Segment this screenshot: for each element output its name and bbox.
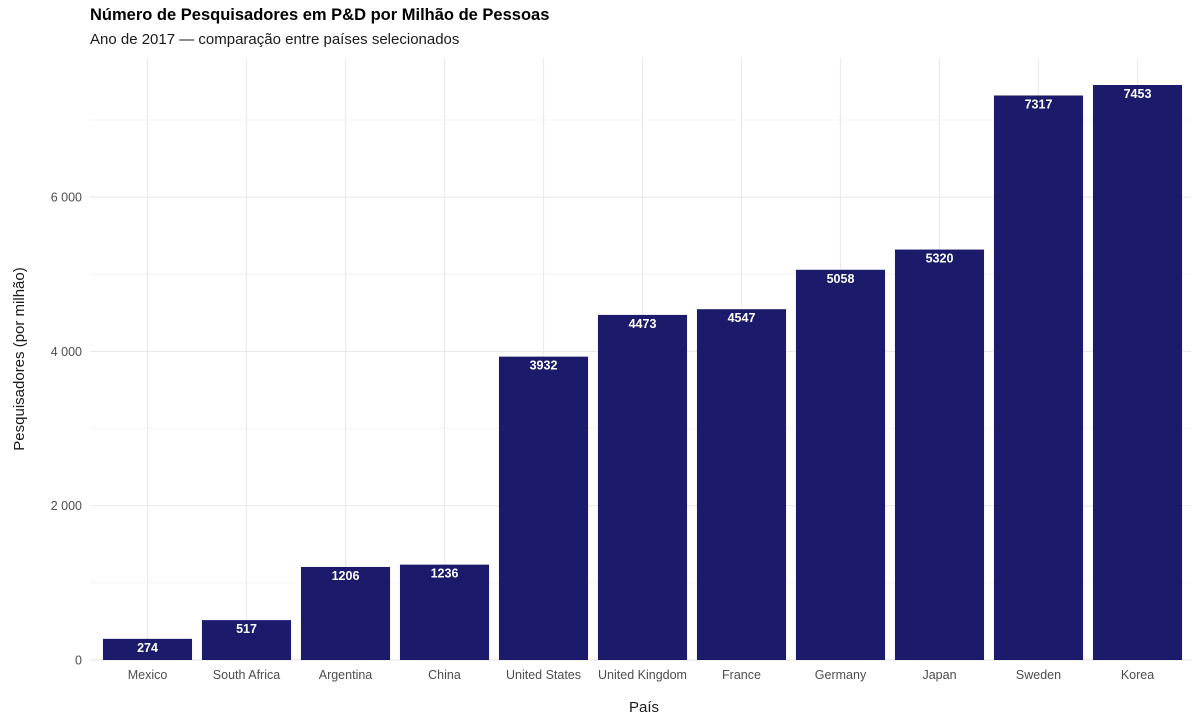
bar-germany [795, 269, 886, 660]
y-tick-label: 6 000 [51, 191, 82, 205]
bar-layer [102, 85, 1183, 660]
data-label-china: 1236 [431, 567, 459, 581]
data-label-united-states: 3932 [530, 359, 558, 373]
x-tick-label-mexico: Mexico [128, 668, 168, 682]
chart-subtitle: Ano de 2017 — comparação entre países se… [90, 31, 460, 48]
y-tick-label: 2 000 [51, 499, 82, 513]
data-label-japan: 5320 [926, 252, 954, 266]
bar-france [696, 309, 787, 660]
x-tick-label-sweden: Sweden [1016, 668, 1061, 682]
x-tick-label-china: China [428, 668, 461, 682]
data-label-france: 4547 [728, 311, 756, 325]
y-tick-label: 0 [75, 654, 82, 668]
data-label-south-africa: 517 [236, 622, 257, 636]
x-tick-label-argentina: Argentina [319, 668, 373, 682]
x-tick-label-united-states: United States [506, 668, 581, 682]
x-tick-label-japan: Japan [922, 668, 956, 682]
x-tick-label-france: France [722, 668, 761, 682]
data-label-germany: 5058 [827, 272, 855, 286]
data-label-korea: 7453 [1124, 87, 1152, 101]
bar-china [399, 564, 490, 660]
x-tick-label-south-africa: South Africa [213, 668, 280, 682]
bar-korea [1092, 85, 1183, 660]
x-axis-title: País [629, 699, 659, 715]
data-label-layer: 274 517 1206 1236 3932 4473 4547 5058 5320 7317 74… [137, 87, 1151, 655]
data-label-sweden: 7317 [1025, 97, 1053, 111]
bar-united-states [498, 356, 589, 660]
bar-south-africa [201, 620, 292, 660]
bar-japan [894, 249, 985, 660]
data-label-united-kingdom: 4473 [629, 317, 657, 331]
chart-title: Número de Pesquisadores em P&D por Milhã… [90, 6, 550, 24]
bar-united-kingdom [597, 314, 688, 660]
axis-layer: 0 2 000 4 000 6 000 Mexico South Africa Argent… [51, 191, 1155, 682]
data-label-argentina: 1206 [332, 569, 360, 583]
x-tick-label-germany: Germany [815, 668, 867, 682]
x-tick-label-united-kingdom: United Kingdom [598, 668, 687, 682]
bar-mexico [102, 638, 193, 660]
bar-sweden [993, 95, 1084, 660]
x-tick-label-korea: Korea [1121, 668, 1154, 682]
data-label-mexico: 274 [137, 641, 158, 655]
y-tick-label: 4 000 [51, 345, 82, 359]
bar-argentina [300, 566, 391, 660]
y-axis-title: Pesquisadores (por milhão) [11, 267, 28, 450]
